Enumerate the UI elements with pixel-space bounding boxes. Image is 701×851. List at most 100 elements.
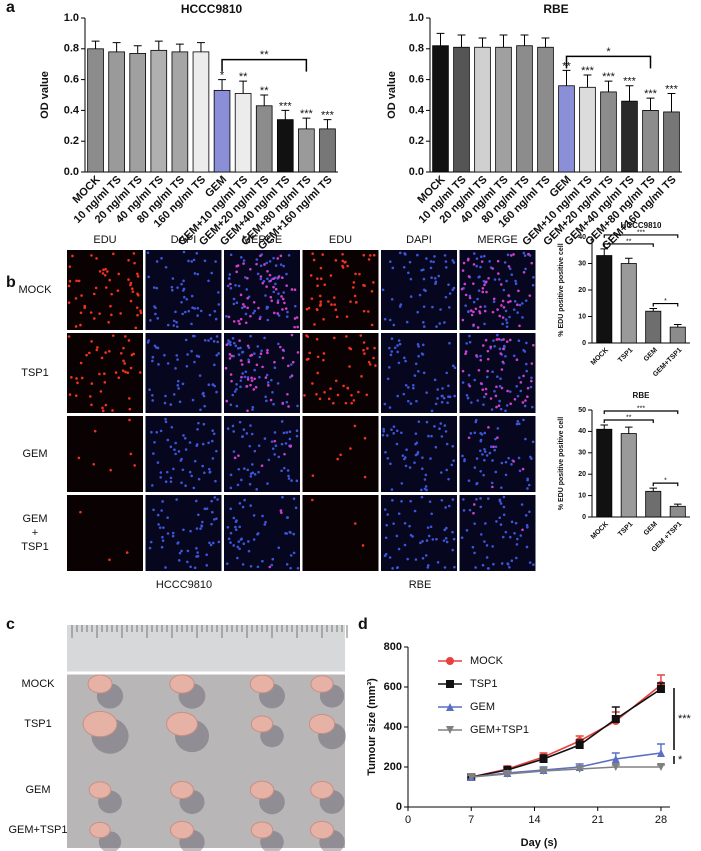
nucleus (154, 306, 157, 310)
edu-nucleus (499, 283, 503, 286)
edu-nucleus (104, 403, 108, 407)
nucleus (287, 253, 291, 257)
nucleus (493, 344, 496, 348)
nucleus (156, 346, 160, 350)
error-bar (649, 487, 658, 492)
nucleus (213, 496, 217, 499)
error-bar (583, 74, 592, 88)
nucleus (232, 302, 236, 306)
edu-nucleus (83, 306, 86, 310)
nucleus (452, 537, 456, 541)
nucleus (492, 562, 495, 566)
edu-nucleus (80, 376, 84, 380)
nucleus (473, 431, 477, 435)
nucleus (396, 350, 399, 354)
nucleus (215, 390, 218, 394)
nucleus (266, 305, 270, 309)
edu-nucleus (315, 337, 319, 341)
nucleus (287, 474, 290, 478)
nucleus (403, 521, 407, 525)
marker (467, 773, 476, 781)
nucleus (234, 520, 238, 524)
nucleus (468, 334, 471, 338)
edu-nucleus (527, 253, 530, 256)
row-label: TSP1 (24, 718, 52, 730)
nucleus (413, 461, 416, 464)
nucleus (496, 375, 499, 378)
nucleus (451, 444, 455, 448)
nucleus (272, 290, 276, 294)
nucleus (529, 385, 533, 389)
edu-nucleus (370, 289, 374, 293)
nucleus (397, 547, 401, 551)
nucleus (169, 480, 173, 483)
nucleus (196, 306, 200, 310)
edu-nucleus (277, 275, 280, 279)
nucleus (163, 401, 167, 405)
nucleus (285, 272, 288, 276)
micrograph (381, 495, 457, 571)
nucleus (411, 383, 415, 387)
nucleus (237, 353, 241, 356)
edu-nucleus (74, 297, 78, 300)
edu-nucleus (506, 389, 509, 393)
edu-nucleus (79, 510, 82, 514)
edu-nucleus (327, 300, 330, 303)
y-tick-label: 600 (384, 681, 402, 693)
tumour (250, 715, 274, 733)
nucleus (234, 525, 237, 529)
nucleus (229, 507, 233, 511)
significance-bracket (603, 243, 654, 247)
nucleus (470, 401, 473, 404)
nucleus (245, 288, 249, 291)
nucleus (215, 354, 219, 357)
nucleus (477, 275, 480, 279)
nucleus (244, 312, 248, 316)
edu-nucleus (476, 326, 480, 329)
significance-label: *** (637, 405, 645, 412)
nucleus (164, 417, 167, 421)
edu-nucleus (472, 511, 475, 515)
nucleus (184, 338, 188, 342)
edu-nucleus (466, 258, 470, 262)
nucleus (234, 284, 237, 287)
series-line (471, 752, 662, 778)
nucleus (501, 322, 504, 326)
edu-nucleus (311, 252, 314, 255)
edu-nucleus (126, 371, 130, 375)
edu-nucleus (286, 392, 289, 396)
nucleus (483, 450, 487, 453)
nucleus (243, 498, 246, 502)
bar (669, 505, 686, 518)
nucleus (242, 259, 246, 262)
nucleus (384, 450, 387, 454)
significance-bracket (603, 410, 679, 414)
edu-nucleus (491, 485, 494, 489)
nucleus (155, 260, 159, 263)
edu-nucleus (90, 254, 93, 257)
nucleus (526, 525, 529, 529)
nucleus (515, 543, 519, 546)
nucleus (288, 430, 292, 434)
nucleus (213, 309, 217, 313)
nucleus (446, 401, 449, 405)
nucleus (261, 514, 264, 518)
edu-nucleus (472, 282, 475, 285)
nucleus (473, 466, 477, 469)
nucleus (475, 482, 478, 486)
nucleus (207, 383, 211, 387)
nucleus (196, 428, 199, 431)
nucleus (482, 279, 486, 283)
nucleus (447, 477, 450, 481)
edu-nucleus (464, 293, 468, 297)
nucleus (522, 251, 526, 255)
tumour (170, 780, 194, 800)
nucleus (521, 316, 524, 319)
nucleus (483, 254, 486, 258)
edu-nucleus (334, 308, 338, 312)
nucleus (452, 459, 455, 462)
row-label: MOCK (22, 678, 56, 690)
nucleus (526, 487, 529, 490)
y-tick-label: 0.4 (64, 104, 80, 116)
bar (108, 51, 125, 173)
